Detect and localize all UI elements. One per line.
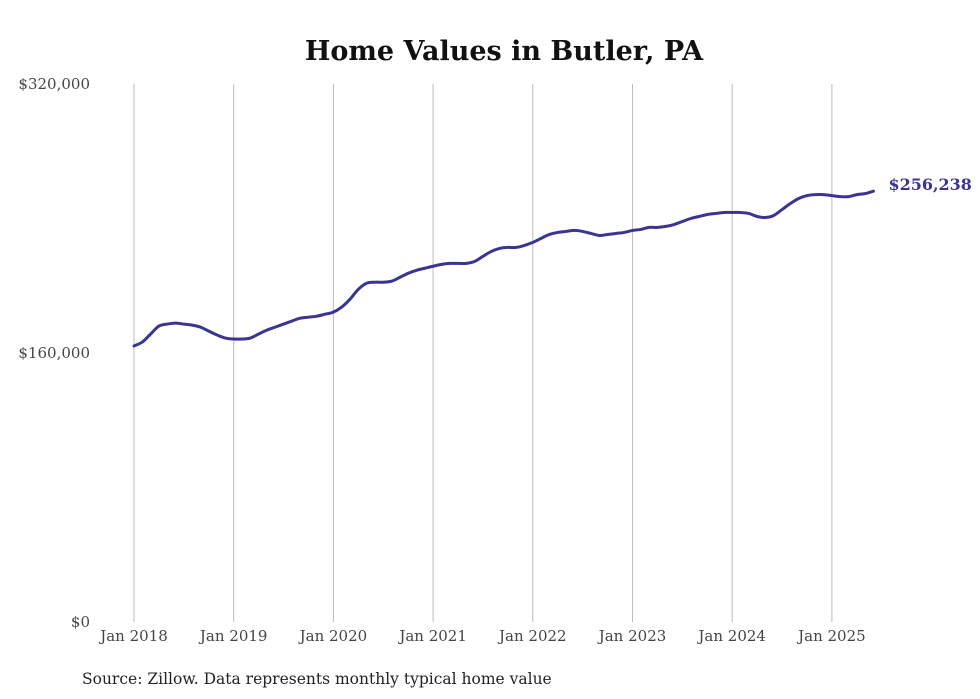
chart-title: Home Values in Butler, PA — [305, 36, 704, 67]
end-value-label: $256,238 — [888, 175, 972, 194]
x-tick-label: Jan 2018 — [98, 627, 168, 645]
source-note: Source: Zillow. Data represents monthly … — [82, 670, 552, 688]
y-tick-label: $160,000 — [18, 344, 90, 362]
x-tick-label: Jan 2022 — [497, 627, 567, 645]
y-tick-label: $0 — [71, 613, 90, 631]
x-tick-label: Jan 2024 — [696, 627, 766, 645]
gridlines — [133, 84, 833, 622]
x-tick-label: Jan 2025 — [796, 627, 866, 645]
x-tick-label: Jan 2021 — [397, 627, 467, 645]
y-axis: $0 $160,000 $320,000 — [18, 75, 90, 631]
x-axis: Jan 2018 Jan 2019 Jan 2020 Jan 2021 Jan 2022… — [98, 627, 865, 645]
y-tick-label: $320,000 — [18, 75, 90, 93]
series-line — [132, 189, 875, 348]
x-tick-label: Jan 2023 — [597, 627, 667, 645]
x-tick-label: Jan 2019 — [198, 627, 268, 645]
x-tick-label: Jan 2020 — [298, 627, 368, 645]
